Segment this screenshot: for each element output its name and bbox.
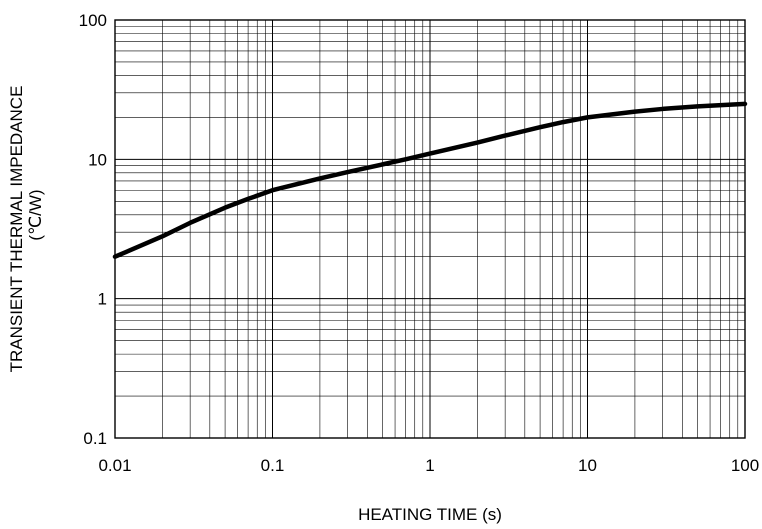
y-axis-unit: (℃/W) xyxy=(26,189,45,240)
y-tick-label: 1 xyxy=(98,290,107,309)
plot-frame xyxy=(114,19,746,439)
impedance-curve xyxy=(112,101,748,259)
y-tick-label: 10 xyxy=(88,150,107,169)
x-axis-title: HEATING TIME (s) xyxy=(358,505,502,524)
y-tick-label: 0.1 xyxy=(83,429,107,448)
x-tick-label: 1 xyxy=(425,456,434,475)
x-tick-label: 0.01 xyxy=(98,456,131,475)
y-axis-title: TRANSIENT THERMAL IMPEDANCE xyxy=(7,86,26,373)
x-tick-label: 10 xyxy=(578,456,597,475)
y-tick-label: 100 xyxy=(79,11,107,30)
y-axis-tick-labels: 0.1 1 10 100 xyxy=(79,11,107,448)
grid xyxy=(114,20,745,439)
x-tick-label: 0.1 xyxy=(261,456,285,475)
x-tick-label: 100 xyxy=(731,456,759,475)
x-axis-tick-labels: 0.01 0.1 1 10 100 xyxy=(98,456,759,475)
